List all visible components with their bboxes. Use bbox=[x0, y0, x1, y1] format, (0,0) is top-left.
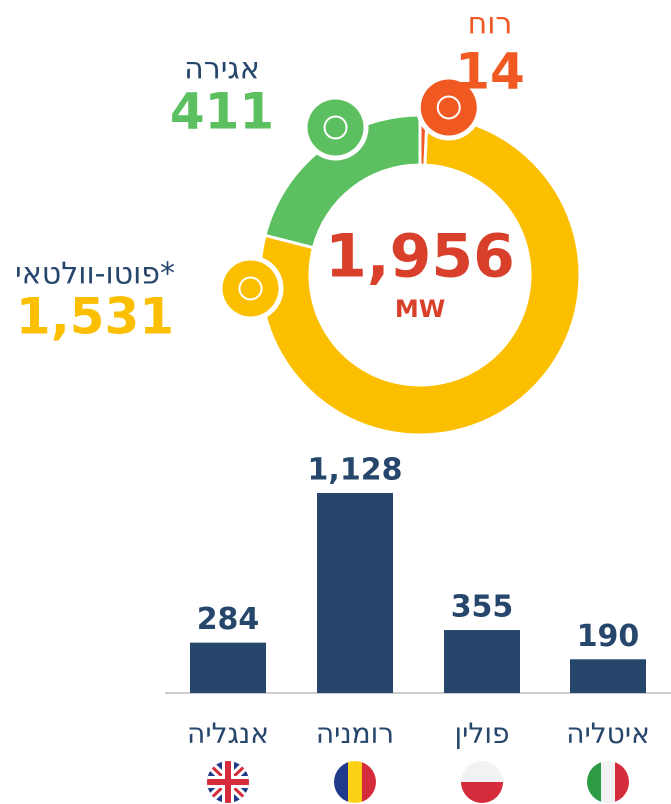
bar-value-label: 284 bbox=[197, 602, 260, 637]
flag-poland bbox=[461, 761, 503, 803]
flag-romania bbox=[334, 761, 376, 803]
category-label: רומניה bbox=[316, 717, 394, 750]
icon bbox=[420, 79, 477, 136]
category-label: פולין bbox=[455, 717, 510, 750]
icon bbox=[222, 260, 279, 317]
bar bbox=[190, 642, 266, 693]
icon-glyph bbox=[238, 276, 263, 301]
category-label: אנגליה bbox=[187, 717, 269, 750]
slice-value: 1,531 bbox=[16, 288, 174, 346]
slice-name: פוטו-וולטאי* bbox=[15, 257, 175, 292]
bar-value-label: 1,128 bbox=[308, 453, 403, 488]
flag-uk bbox=[207, 761, 249, 803]
slice-value: 14 bbox=[455, 43, 525, 101]
flag-italy bbox=[587, 761, 629, 803]
bar-value-label: 355 bbox=[451, 590, 514, 625]
category-label: איטליה bbox=[566, 717, 650, 750]
bar bbox=[444, 630, 520, 693]
slice-name: אגירה bbox=[184, 52, 260, 87]
icon bbox=[307, 99, 364, 156]
bar-value-label: 190 bbox=[577, 619, 640, 654]
flags bbox=[207, 761, 629, 803]
total-unit: MW bbox=[395, 295, 445, 323]
icon-glyph bbox=[323, 115, 348, 140]
total-value: 1,956 bbox=[325, 222, 515, 292]
slice-name: רוח bbox=[468, 7, 513, 42]
icon-glyph bbox=[436, 95, 461, 120]
slice-value: 411 bbox=[170, 83, 274, 141]
bar bbox=[570, 659, 646, 693]
bar bbox=[317, 493, 393, 693]
